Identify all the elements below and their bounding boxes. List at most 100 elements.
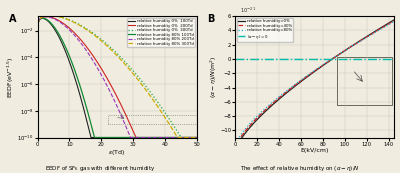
relative humidity 0%  200Td bbox=[134, 136, 138, 139]
relative humidity=80% bbox=[233, 145, 238, 147]
relative humidity 0%  300Td bbox=[108, 47, 113, 49]
relative humidity 0%  200Td bbox=[44, 16, 49, 18]
relative humidity 80% 100Td bbox=[190, 136, 194, 139]
relative humidity 80% 100Td bbox=[113, 136, 118, 139]
relative humidity=40% bbox=[303, 76, 308, 79]
Bar bbox=[108, 115, 197, 124]
relative humidity=80% bbox=[249, 121, 254, 123]
relative humidity 80% 200Td bbox=[35, 37, 40, 39]
relative humidity 80% 100Td bbox=[40, 17, 45, 19]
relative humidity=80% bbox=[360, 39, 364, 41]
Line: relative humidity 80% 200Td: relative humidity 80% 200Td bbox=[38, 17, 197, 138]
Text: $10^{-21}$: $10^{-21}$ bbox=[240, 6, 256, 15]
Line: relative humidity=40%: relative humidity=40% bbox=[235, 21, 394, 148]
relative humidity=40% bbox=[233, 147, 238, 149]
relative humidity 0%  100Td bbox=[160, 136, 165, 139]
relative humidity 80% 100Td bbox=[160, 136, 165, 139]
relative humidity 0%  200Td bbox=[194, 136, 199, 139]
relative humidity=0% bbox=[342, 50, 347, 52]
relative humidity=80% bbox=[357, 41, 362, 43]
relative humidity=80% bbox=[297, 80, 302, 82]
relative humidity=40% bbox=[360, 39, 364, 41]
Text: The effect of relative humidity on $(\alpha-\eta)/N$: The effect of relative humidity on $(\al… bbox=[240, 164, 360, 173]
relative humidity 80% 300Td bbox=[35, 37, 40, 39]
Line: relative humidity 0%  300Td: relative humidity 0% 300Td bbox=[38, 16, 197, 138]
relative humidity=80% bbox=[303, 76, 308, 78]
relative humidity 0%  100Td bbox=[190, 136, 194, 139]
Bar bbox=[337, 57, 392, 105]
Text: EEDF of SF$_6$ gas with different humidity: EEDF of SF$_6$ gas with different humidi… bbox=[45, 164, 155, 173]
relative humidity=40% bbox=[249, 123, 254, 125]
relative humidity=0% bbox=[303, 77, 308, 79]
Text: A: A bbox=[9, 14, 16, 24]
relative humidity 0%  300Td bbox=[190, 136, 194, 139]
Legend: relative humidity 0%  100Td, relative humidity 0%  200Td, relative humidity 0%  : relative humidity 0% 100Td, relative hum… bbox=[127, 18, 195, 47]
relative humidity=40% bbox=[297, 81, 302, 83]
relative humidity=0% bbox=[357, 40, 362, 42]
relative humidity 80% 300Td bbox=[160, 113, 165, 115]
relative humidity 0%  200Td bbox=[113, 92, 118, 94]
relative humidity 80% 100Td bbox=[92, 136, 97, 139]
relative humidity 80% 100Td bbox=[190, 136, 194, 139]
relative humidity 80% 200Td bbox=[44, 16, 48, 18]
relative humidity 0%  300Td bbox=[113, 51, 118, 53]
relative humidity 0%  300Td bbox=[160, 108, 165, 111]
Y-axis label: EEDF(eV$^{-1.5}$): EEDF(eV$^{-1.5}$) bbox=[6, 56, 16, 98]
relative humidity=80% bbox=[392, 20, 397, 22]
relative humidity 80% 200Td bbox=[194, 136, 199, 139]
relative humidity 80% 300Td bbox=[190, 136, 194, 139]
relative humidity 0%  100Td bbox=[40, 17, 45, 19]
$(\alpha-\eta)=0$ bbox=[234, 58, 239, 60]
Y-axis label: $(\alpha-\eta)/N$(m$^2$): $(\alpha-\eta)/N$(m$^2$) bbox=[208, 56, 219, 98]
relative humidity 80% 200Td bbox=[160, 136, 165, 139]
relative humidity 0%  100Td bbox=[35, 37, 40, 39]
relative humidity 0%  200Td bbox=[160, 136, 165, 139]
relative humidity 0%  300Td bbox=[35, 37, 40, 39]
relative humidity 80% 300Td bbox=[113, 53, 118, 55]
relative humidity 0%  300Td bbox=[48, 15, 52, 17]
relative humidity 0%  200Td bbox=[43, 16, 48, 18]
relative humidity 0%  100Td bbox=[88, 136, 93, 139]
X-axis label: E(kV/cm): E(kV/cm) bbox=[300, 148, 329, 153]
relative humidity 0%  300Td bbox=[43, 15, 48, 17]
Line: relative humidity 0%  100Td: relative humidity 0% 100Td bbox=[38, 18, 197, 138]
relative humidity 80% 300Td bbox=[48, 15, 52, 17]
relative humidity 80% 300Td bbox=[194, 136, 199, 139]
relative humidity=0% bbox=[392, 19, 397, 21]
relative humidity 80% 300Td bbox=[190, 136, 194, 139]
relative humidity 0%  300Td bbox=[194, 136, 199, 139]
relative humidity 80% 200Td bbox=[108, 92, 113, 94]
relative humidity 0%  100Td bbox=[113, 136, 118, 139]
relative humidity=80% bbox=[342, 50, 347, 52]
relative humidity 0%  300Td bbox=[190, 136, 194, 139]
Legend: relative humidity=0%, relative humidity=40%, relative humidity=80%, $(\alpha-\et: relative humidity=0%, relative humidity=… bbox=[237, 18, 293, 42]
relative humidity 80% 200Td bbox=[190, 136, 194, 139]
relative humidity 0%  100Td bbox=[108, 136, 113, 139]
relative humidity=0% bbox=[297, 81, 302, 84]
relative humidity 80% 300Td bbox=[108, 48, 113, 51]
X-axis label: $\varepsilon$(Td): $\varepsilon$(Td) bbox=[108, 148, 126, 157]
relative humidity=0% bbox=[233, 150, 238, 152]
relative humidity 0%  100Td bbox=[190, 136, 194, 139]
relative humidity 80% 200Td bbox=[43, 16, 48, 18]
relative humidity 0%  100Td bbox=[194, 136, 199, 139]
relative humidity 0%  200Td bbox=[35, 37, 40, 39]
relative humidity 80% 100Td bbox=[44, 18, 48, 20]
relative humidity 0%  200Td bbox=[190, 136, 194, 139]
Line: relative humidity 80% 100Td: relative humidity 80% 100Td bbox=[38, 18, 197, 138]
relative humidity=40% bbox=[357, 40, 362, 43]
relative humidity 0%  100Td bbox=[44, 19, 48, 21]
Line: relative humidity=0%: relative humidity=0% bbox=[235, 20, 394, 151]
relative humidity 80% 200Td bbox=[128, 136, 133, 139]
relative humidity 0%  200Td bbox=[108, 84, 113, 86]
relative humidity=40% bbox=[392, 20, 397, 22]
Line: relative humidity=80%: relative humidity=80% bbox=[235, 21, 394, 146]
relative humidity 0%  300Td bbox=[179, 136, 184, 139]
relative humidity=0% bbox=[360, 38, 364, 40]
Text: B: B bbox=[207, 14, 214, 24]
Line: relative humidity 0%  200Td: relative humidity 0% 200Td bbox=[38, 17, 197, 138]
relative humidity=0% bbox=[249, 125, 254, 127]
Line: relative humidity 80% 300Td: relative humidity 80% 300Td bbox=[38, 16, 197, 138]
$(\alpha-\eta)=0$ bbox=[233, 58, 238, 60]
relative humidity 80% 200Td bbox=[113, 101, 118, 103]
